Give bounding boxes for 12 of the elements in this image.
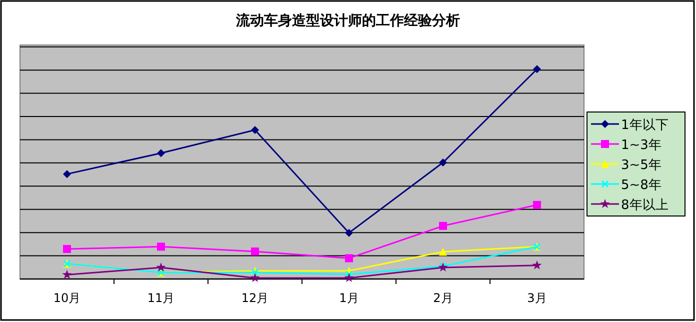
x-tick-label: 12月 [241, 291, 269, 305]
x-tick-label: 11月 [147, 291, 175, 305]
x-tick-label: 10月 [53, 291, 81, 305]
legend-label: 8年以上 [621, 198, 668, 213]
title: 流动车身造型设计师的工作经验分析 [236, 13, 460, 29]
legend-label: 1年以下 [621, 118, 668, 133]
legend-label: 3~5年 [621, 158, 662, 173]
x-tick-label: 3月 [527, 291, 547, 305]
x-tick-label: 1月 [339, 291, 359, 305]
x-tick-label: 2月 [433, 291, 453, 305]
legend-label: 1~3年 [621, 138, 662, 153]
legend-label: 5~8年 [621, 178, 662, 193]
